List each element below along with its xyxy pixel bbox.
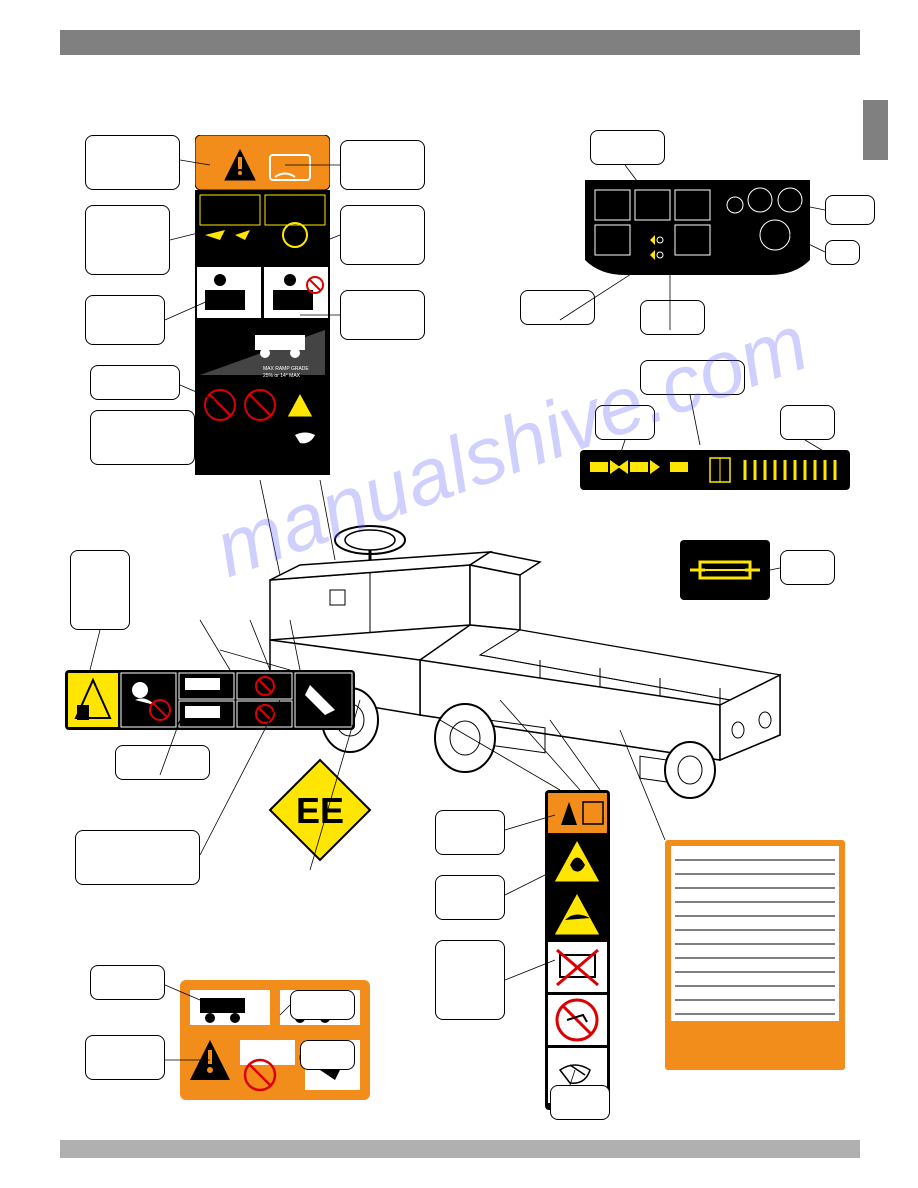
callout-box [435,940,505,1020]
callout-box [340,205,425,265]
callout-box [85,295,165,345]
callout-box [115,745,210,780]
callout-box [520,290,595,325]
callout-box [825,240,860,265]
warning-decal-strip: MAX RAMP GRADE 25% or 14° MAX [195,135,330,475]
callout-box [340,290,425,340]
callout-box [550,1085,610,1120]
callout-box [300,1040,355,1070]
callout-box [590,130,665,165]
callout-box [90,965,165,1000]
callout-box [90,365,180,400]
callout-box [85,135,180,190]
callout-box [340,140,425,190]
callout-box [640,300,705,335]
callout-box [290,990,355,1020]
bottom-bar [60,1140,860,1158]
shift-decal [580,450,850,490]
callout-box [75,830,200,885]
callout-box [85,205,170,275]
top-bar [60,30,860,55]
data-plate [665,840,845,1070]
callout-box [780,550,835,585]
callout-box [825,195,875,225]
ee-rating-decal: EE [265,755,375,865]
battery-warning-horizontal [65,670,355,730]
callout-box [70,550,130,630]
callout-box [85,1035,165,1080]
side-tab [863,100,888,160]
svg-text:MAX RAMP GRADE: MAX RAMP GRADE [263,366,309,372]
callout-box [640,360,745,395]
callout-box [90,410,195,465]
battery-warning-vertical [545,790,610,1110]
svg-text:EE: EE [296,790,344,831]
callout-box [595,405,655,440]
callout-box [435,810,505,855]
dash-panel-decal [580,175,815,285]
svg-text:25% or 14° MAX: 25% or 14° MAX [263,373,301,379]
callout-box [435,875,505,920]
callout-box [780,405,835,440]
